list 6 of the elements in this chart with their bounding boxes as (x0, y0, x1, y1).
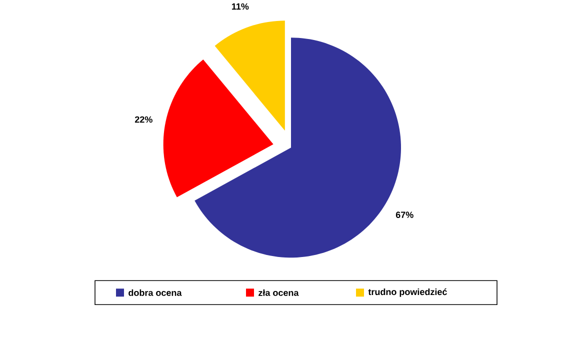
data-label: 67% (396, 212, 414, 218)
legend-label: zła ocena (258, 290, 299, 296)
data-label: 11% (232, 4, 249, 10)
legend-label: trudno powiedzieć (368, 288, 447, 298)
legend-label: dobra ocena (128, 290, 182, 296)
data-label: 22% (134, 116, 152, 123)
